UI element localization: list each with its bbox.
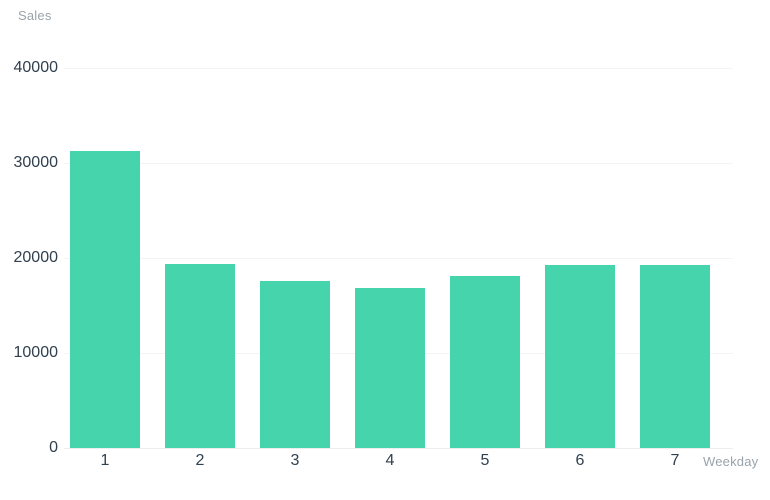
plot-area [64,68,733,449]
x-axis-tick-label: 4 [385,452,395,469]
y-axis-tick-label: 40000 [13,59,59,76]
bar[interactable] [260,281,330,448]
y-axis-tick-label: 20000 [13,249,59,266]
gridline [64,68,733,69]
bar[interactable] [545,265,615,448]
x-axis-tick-label: 1 [100,452,110,469]
bar[interactable] [165,264,235,448]
x-axis-tick-labels: 1 2 3 4 5 6 7 [64,452,733,476]
y-axis-tick-labels: 0 10000 20000 30000 40000 [0,59,59,456]
x-axis-tick-label: 7 [670,452,680,469]
x-axis-tick-label: 6 [575,452,585,469]
bar[interactable] [355,288,425,448]
x-axis-tick-label: 2 [195,452,205,469]
gridline [64,163,733,164]
x-axis-title: Weekday [703,454,759,469]
x-axis-tick-label: 3 [290,452,300,469]
bar[interactable] [450,276,520,448]
y-axis-tick-label: 30000 [13,154,59,171]
y-axis-title: Sales [18,8,52,23]
gridline [64,258,733,259]
gridline [64,448,733,449]
bar[interactable] [640,265,710,448]
bar[interactable] [70,151,140,448]
y-axis-tick-label: 10000 [13,344,59,361]
y-axis-tick-label: 0 [49,439,58,456]
x-axis-tick-label: 5 [480,452,490,469]
